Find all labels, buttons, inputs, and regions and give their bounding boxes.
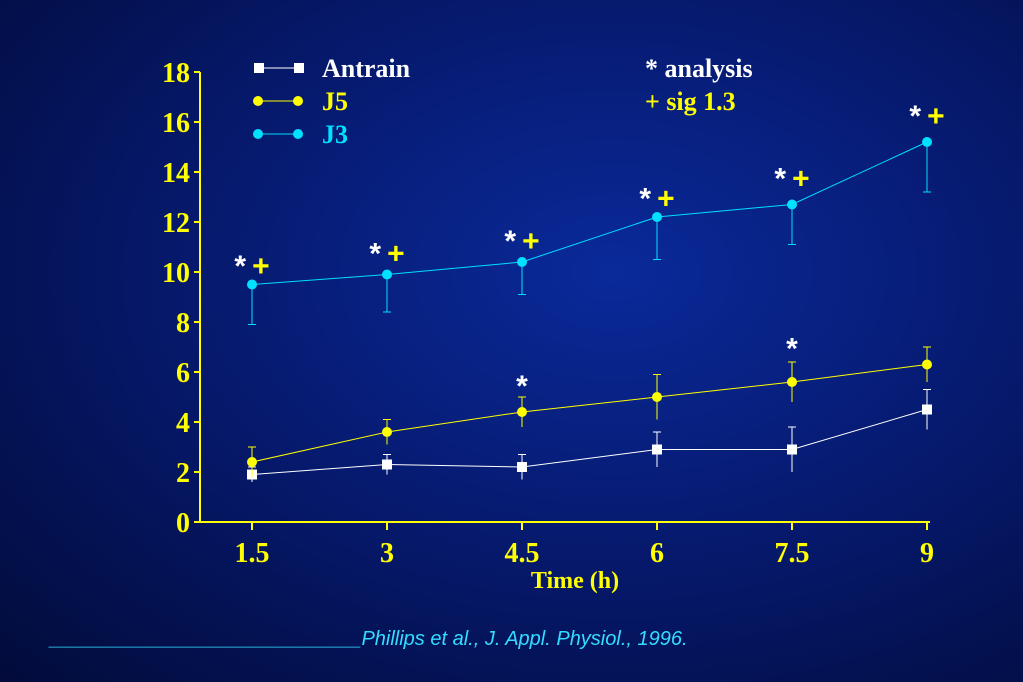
legend-label: J5 bbox=[322, 87, 348, 116]
data-point bbox=[922, 359, 932, 370]
data-point bbox=[652, 444, 662, 455]
data-point bbox=[247, 279, 257, 290]
legend: Antrain J5 J3 * analysis + sig 1.3 bbox=[253, 54, 753, 149]
legend-label: J3 bbox=[322, 120, 348, 149]
data-point bbox=[787, 444, 797, 455]
data-point bbox=[382, 427, 392, 437]
y-tick-label: 12 bbox=[162, 208, 190, 239]
x-tick-label: 1.5 bbox=[235, 538, 270, 569]
annotation-mark: * bbox=[786, 333, 798, 366]
y-axis: 0 2 4 6 8 10 12 14 16 18 bbox=[162, 58, 201, 539]
x-tick-label: 9 bbox=[920, 538, 934, 569]
y-tick-label: 14 bbox=[162, 158, 190, 189]
y-tick-label: 0 bbox=[176, 508, 190, 539]
y-tick-label: 10 bbox=[162, 258, 190, 289]
annotation-mark: * + bbox=[504, 225, 539, 258]
data-point bbox=[922, 137, 932, 147]
data-point bbox=[787, 377, 797, 387]
data-point bbox=[787, 199, 797, 210]
data-point bbox=[517, 257, 527, 267]
data-point bbox=[247, 457, 257, 467]
x-axis: 1.5 3 4.5 6 7.5 9 bbox=[200, 521, 934, 569]
series-layer bbox=[247, 137, 932, 482]
annotation-mark: * + bbox=[369, 238, 404, 271]
x-tick-label: 3 bbox=[380, 538, 394, 569]
legend-note: * analysis bbox=[645, 54, 753, 83]
data-point bbox=[652, 212, 662, 222]
y-tick-label: 8 bbox=[176, 308, 190, 339]
x-axis-title: Time (h) bbox=[531, 568, 619, 594]
series-line bbox=[251, 364, 928, 463]
y-tick-label: 4 bbox=[176, 408, 190, 439]
legend-item-antrain: Antrain bbox=[254, 54, 411, 83]
y-tick-label: 16 bbox=[162, 108, 190, 139]
annotation-mark: * + bbox=[774, 163, 809, 196]
legend-marker bbox=[293, 96, 303, 106]
legend-label: Antrain bbox=[322, 54, 411, 83]
y-tick-label: 18 bbox=[162, 58, 190, 89]
series-j3 bbox=[247, 137, 932, 325]
y-tick-label: 2 bbox=[176, 458, 190, 489]
x-tick-label: 6 bbox=[650, 538, 664, 569]
annotation-mark: * + bbox=[639, 183, 674, 216]
data-point bbox=[382, 269, 392, 280]
data-point bbox=[382, 459, 392, 470]
series-line bbox=[251, 409, 928, 475]
legend-marker bbox=[293, 129, 303, 139]
annotation-mark: * + bbox=[234, 250, 269, 283]
annotation-mark: * + bbox=[909, 100, 944, 133]
data-point bbox=[517, 462, 527, 472]
citation: ____________________________Phillips et … bbox=[50, 628, 688, 650]
y-tick-label: 6 bbox=[176, 358, 190, 389]
x-tick-label: 4.5 bbox=[505, 538, 540, 569]
data-point bbox=[652, 392, 662, 402]
annotation-mark: * bbox=[516, 370, 528, 403]
legend-marker bbox=[294, 63, 304, 73]
series-antrain bbox=[247, 389, 932, 482]
legend-marker bbox=[254, 63, 264, 73]
legend-marker bbox=[253, 96, 263, 106]
series-j5 bbox=[247, 346, 932, 477]
x-tick-label: 7.5 bbox=[775, 538, 810, 569]
legend-note: + sig 1.3 bbox=[645, 87, 736, 116]
data-point bbox=[517, 407, 527, 417]
series-line bbox=[251, 141, 928, 285]
legend-marker bbox=[253, 129, 263, 139]
legend-item-j5: J5 bbox=[253, 87, 348, 116]
annotation-layer: * + * + * + * + * + * + * * bbox=[234, 100, 944, 403]
data-point bbox=[922, 404, 932, 415]
legend-item-j3: J3 bbox=[253, 120, 348, 149]
